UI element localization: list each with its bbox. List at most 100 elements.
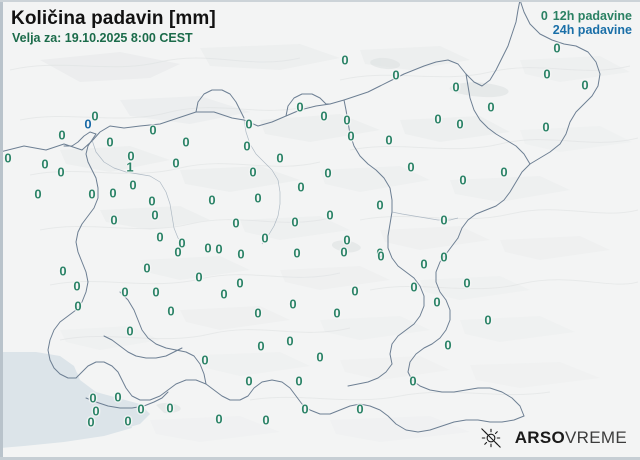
station-value: 0 bbox=[245, 373, 253, 389]
station-value: 0 bbox=[143, 260, 151, 276]
station-value: 0 bbox=[91, 108, 99, 124]
station-value: 0 bbox=[127, 148, 135, 164]
station-value: 0 bbox=[581, 77, 589, 93]
station-value: 0 bbox=[89, 390, 97, 406]
station-value: 0 bbox=[376, 245, 384, 261]
station-value: 0 bbox=[351, 283, 359, 299]
station-value: 0 bbox=[152, 284, 160, 300]
station-value: 0 bbox=[57, 164, 65, 180]
legend: 0 12h padavine 24h padavine bbox=[541, 9, 632, 37]
station-value: 0 bbox=[166, 400, 174, 416]
station-value: 0 bbox=[243, 138, 251, 154]
legend-label-24h: 24h padavine bbox=[552, 23, 632, 37]
logo-wordmark: ARSOVREME bbox=[515, 428, 627, 448]
station-value: 0 bbox=[276, 150, 284, 166]
station-value: 0 bbox=[444, 337, 452, 353]
station-value: 0 bbox=[324, 165, 332, 181]
station-value: 0 bbox=[254, 190, 262, 206]
station-value: 0 bbox=[420, 256, 428, 272]
station-value: 0 bbox=[215, 411, 223, 427]
station-value: 0 bbox=[124, 413, 132, 429]
station-value: 0 bbox=[34, 186, 42, 202]
station-value: 0 bbox=[109, 185, 117, 201]
station-value: 0 bbox=[245, 116, 253, 132]
station-value: 0 bbox=[114, 389, 122, 405]
station-value: 0 bbox=[409, 373, 417, 389]
station-value: 0 bbox=[407, 159, 415, 175]
station-value: 0 bbox=[261, 230, 269, 246]
station-value: 0 bbox=[220, 286, 228, 302]
station-value: 0 bbox=[41, 156, 49, 172]
station-value: 0 bbox=[172, 155, 180, 171]
station-value: 0 bbox=[137, 401, 145, 417]
station-value: 0 bbox=[326, 207, 334, 223]
station-value: 0 bbox=[167, 303, 175, 319]
station-value: 0 bbox=[204, 240, 212, 256]
station-value: 0 bbox=[92, 403, 100, 419]
station-value: 0 bbox=[377, 248, 385, 264]
station-value: 0 bbox=[433, 294, 441, 310]
station-value: 0 bbox=[286, 333, 294, 349]
station-value: 0 bbox=[59, 263, 67, 279]
station-value: 0 bbox=[289, 296, 297, 312]
station-value: 0 bbox=[542, 119, 550, 135]
station-value: 0 bbox=[341, 52, 349, 68]
station-value: 0 bbox=[295, 373, 303, 389]
station-value: 0 bbox=[151, 207, 159, 223]
map-left-edge bbox=[0, 0, 3, 460]
station-value: 0 bbox=[106, 134, 114, 150]
station-value: 1 bbox=[126, 159, 134, 175]
station-value: 0 bbox=[126, 323, 134, 339]
station-value: 0 bbox=[84, 116, 92, 132]
station-value: 0 bbox=[208, 192, 216, 208]
station-value: 0 bbox=[456, 116, 464, 132]
station-value: 0 bbox=[356, 401, 364, 417]
station-value: 0 bbox=[182, 134, 190, 150]
station-value: 0 bbox=[316, 349, 324, 365]
station-value: 0 bbox=[376, 197, 384, 213]
station-value: 0 bbox=[178, 235, 186, 251]
station-value: 0 bbox=[232, 215, 240, 231]
station-value: 0 bbox=[320, 108, 328, 124]
station-value: 0 bbox=[333, 305, 341, 321]
logo-primary: ARSO bbox=[514, 428, 566, 447]
station-value: 0 bbox=[254, 305, 262, 321]
legend-item-12h: 0 12h padavine bbox=[541, 9, 632, 23]
station-value: 0 bbox=[297, 179, 305, 195]
station-value: 0 bbox=[262, 412, 270, 428]
station-value: 0 bbox=[410, 279, 418, 295]
station-value: 0 bbox=[148, 193, 156, 209]
station-value: 0 bbox=[249, 164, 257, 180]
station-value: 0 bbox=[440, 249, 448, 265]
station-value: 0 bbox=[343, 232, 351, 248]
logo-secondary: VREME bbox=[565, 428, 627, 447]
station-value: 0 bbox=[385, 132, 393, 148]
station-value: 0 bbox=[500, 164, 508, 180]
station-value: 0 bbox=[129, 177, 137, 193]
station-value: 0 bbox=[347, 128, 355, 144]
station-value: 0 bbox=[58, 127, 66, 143]
station-value: 0 bbox=[174, 244, 182, 260]
station-value: 0 bbox=[340, 244, 348, 260]
station-value: 0 bbox=[149, 122, 157, 138]
station-value: 0 bbox=[463, 275, 471, 291]
station-value: 0 bbox=[74, 298, 82, 314]
station-value: 0 bbox=[434, 111, 442, 127]
station-value: 0 bbox=[293, 245, 301, 261]
station-value: 0 bbox=[452, 79, 460, 95]
station-value: 0 bbox=[543, 66, 551, 82]
page-title: Količina padavin [mm] bbox=[11, 8, 216, 29]
valid-time-label: Velja za: 19.10.2025 8:00 CEST bbox=[12, 31, 193, 45]
map-bottom-edge bbox=[0, 457, 640, 460]
station-value: 0 bbox=[121, 284, 129, 300]
arso-vreme-logo[interactable]: ARSOVREME bbox=[480, 427, 627, 449]
station-value: 0 bbox=[392, 67, 400, 83]
station-value: 0 bbox=[301, 401, 309, 417]
legend-item-24h: 24h padavine bbox=[541, 23, 632, 37]
station-value: 0 bbox=[459, 172, 467, 188]
station-value: 0 bbox=[87, 414, 95, 430]
station-value: 0 bbox=[487, 99, 495, 115]
